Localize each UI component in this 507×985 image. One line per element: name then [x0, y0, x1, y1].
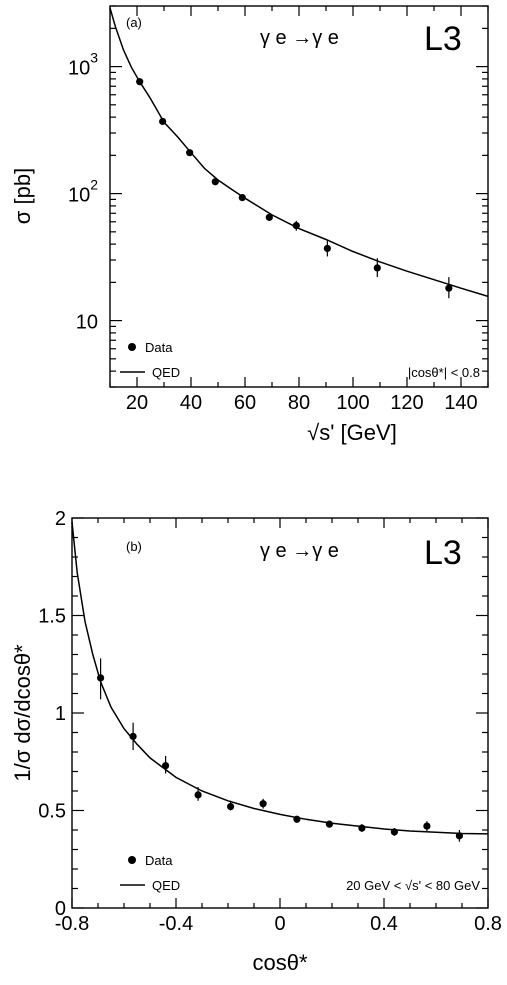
y-tick-label-a: 10 [76, 312, 98, 334]
x-tick-label-a: 40 [180, 392, 202, 414]
process-label-b: γ e →γ e [260, 540, 339, 562]
data-point-b [358, 824, 366, 832]
y-tick-label-a: 102 [68, 177, 98, 207]
data-point-b [129, 732, 137, 741]
y-axis-label-b: 1/σ dσ/dcosθ* [10, 644, 35, 782]
data-point-a [238, 193, 246, 202]
data-point-b [227, 803, 235, 811]
data-points-b [97, 658, 463, 842]
x-tick-label-b: -0.8 [55, 913, 89, 935]
cut-text-b: 20 GeV < √s' < 80 GeV [346, 878, 480, 893]
panel-b: -0.8 -0.4 0 0.4 0.8 0 0.5 1 1.5 2 (b) γ e →γ e L3… [10, 508, 502, 975]
panel-a: 20 40 60 80 100 120 140 103 102 10 (a) γ e →γ e L… [10, 5, 489, 445]
panel-label-b: (b) [126, 539, 142, 554]
data-point-b [423, 822, 431, 830]
data-point-b [390, 828, 398, 836]
x-tick-label-a: 140 [444, 392, 477, 414]
data-point-b [325, 820, 333, 828]
data-point-b [455, 832, 463, 840]
x-tick-label-a: 20 [126, 392, 148, 414]
x-tick-label-b: 0.8 [474, 913, 502, 935]
x-tick-label-b: 0 [274, 913, 285, 935]
legend-label-model-a: QED [152, 365, 180, 380]
data-point-a [159, 117, 167, 126]
qed-curve-line-a [109, 7, 489, 298]
ticks-b: -0.8 -0.4 0 0.4 0.8 0 0.5 1 1.5 2 [38, 508, 502, 935]
experiment-label-a: L3 [424, 20, 462, 58]
x-tick-label-b: 0.4 [370, 913, 398, 935]
x-axis-label-a: √s' [GeV] [307, 420, 397, 445]
y-tick-label-b: 1 [55, 703, 66, 725]
plot-frame-b [71, 517, 489, 909]
data-point-b [162, 762, 170, 770]
x-tick-label-a: 60 [234, 392, 256, 414]
experiment-label-b: L3 [424, 534, 462, 572]
y-axis-label-a: σ [pb] [10, 168, 35, 224]
x-tick-label-a: 120 [390, 392, 423, 414]
y-tick-label-b: 0 [55, 898, 66, 920]
qed-curve-a [109, 7, 489, 298]
data-point-b [259, 800, 267, 808]
legend-label-model-b: QED [152, 878, 180, 893]
data-points-a [136, 78, 453, 299]
legend-label-data-a: Data [145, 340, 173, 355]
x-tick-label-a: 80 [288, 392, 310, 414]
y-tick-label-a: 103 [68, 50, 98, 80]
y-tick-label-b: 1.5 [38, 606, 66, 628]
data-point-a [292, 221, 300, 230]
y-tick-label-b: 0.5 [38, 801, 66, 823]
data-point-a [265, 213, 273, 221]
panel-label-a: (a) [126, 15, 142, 30]
y-tick-label-b: 2 [55, 508, 66, 530]
ticks-a: 20 40 60 80 100 120 140 103 102 10 [68, 5, 489, 414]
x-axis-label-b: cosθ* [252, 950, 307, 975]
data-point-a [445, 284, 453, 292]
data-point-a [373, 264, 381, 272]
data-point-a [186, 149, 194, 157]
x-tick-label-b: -0.4 [159, 913, 193, 935]
legend-marker-data-a [128, 343, 136, 351]
data-point-b [194, 791, 202, 799]
data-point-b [97, 674, 105, 682]
data-point-a [211, 178, 219, 186]
plot-frame-a [109, 5, 489, 388]
data-point-a [136, 78, 144, 86]
data-point-a [323, 244, 331, 253]
cut-text-a: |cosθ*| < 0.8 [408, 365, 480, 380]
process-label-a: γ e →γ e [260, 27, 339, 49]
legend-marker-data-b [128, 856, 136, 864]
data-point-b [293, 815, 301, 823]
x-tick-label-a: 100 [336, 392, 369, 414]
legend-label-data-b: Data [145, 853, 173, 868]
